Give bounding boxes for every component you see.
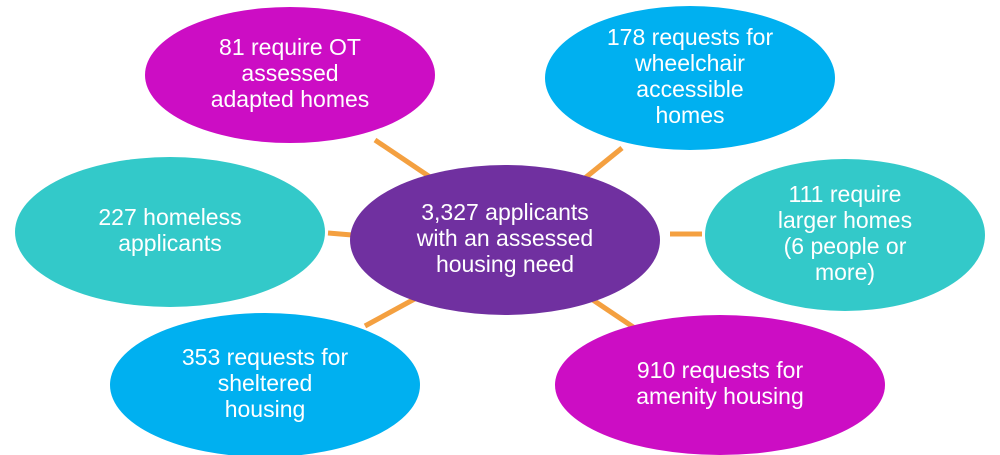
node-label: (6 people or [784,233,907,259]
node-label: adapted homes [211,86,370,112]
node-label: wheelchair [634,50,745,76]
node-ellipse [555,315,885,455]
node-ellipse [15,157,325,307]
node-label: accessible [636,76,743,102]
node-label: housing [225,396,306,422]
node-label: amenity housing [636,383,804,409]
node-label: applicants [118,230,222,256]
node-label: housing need [436,251,574,277]
node-label: 178 requests for [607,24,774,50]
connector [363,293,422,329]
node-ellipse [705,159,985,311]
node-label: 353 requests for [182,344,349,370]
node-ellipse [350,165,660,315]
node-label: 227 homeless [98,204,241,230]
node-label: sheltered [218,370,313,396]
node: 178 requests forwheelchairaccessiblehome… [545,6,835,150]
node-ellipse [545,6,835,150]
node-ellipse [110,313,420,455]
node-label: 3,327 applicants [421,199,589,225]
node-label: 111 require [789,181,902,207]
node-label: with an assessed [416,225,593,251]
connector [373,137,432,180]
node-ellipse [145,7,435,143]
node-label: more) [815,259,875,285]
connector [327,230,353,238]
node-label: 910 requests for [637,357,804,383]
node-label: homes [655,102,724,128]
node-label: 81 require OT [219,34,361,60]
node-label: larger homes [778,207,912,233]
connector [583,146,624,180]
node-label: assessed [241,60,338,86]
